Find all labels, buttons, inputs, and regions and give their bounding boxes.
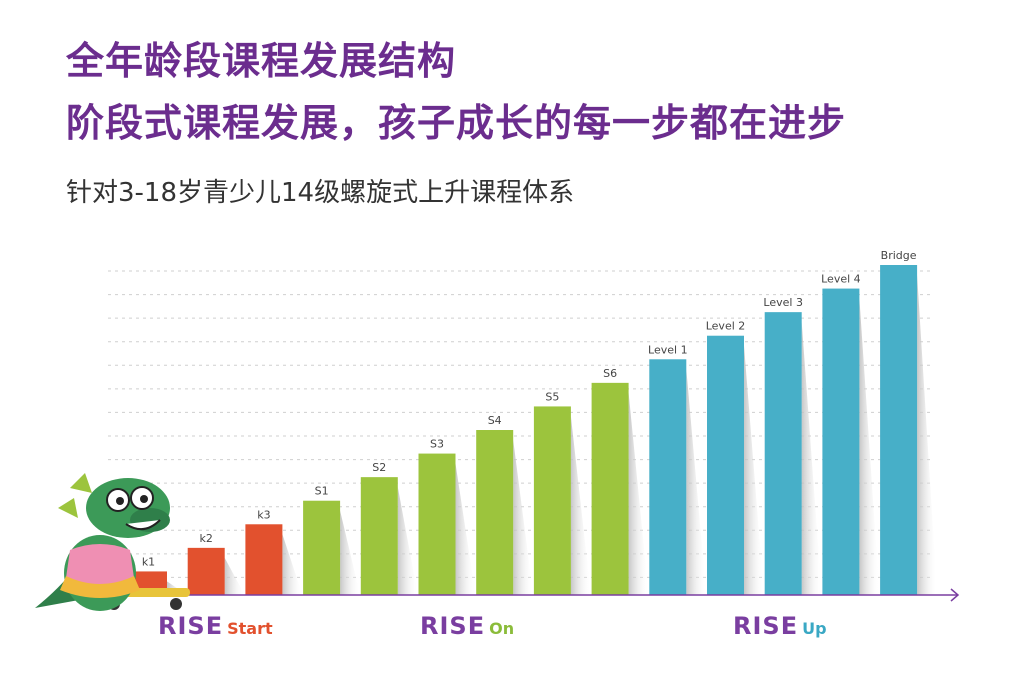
rise-up-logo: RISE Up bbox=[733, 612, 827, 640]
bar-shadow bbox=[686, 369, 707, 595]
bar-label: S2 bbox=[372, 461, 386, 474]
page-title: 全年龄段课程发展结构 bbox=[66, 39, 457, 83]
bar-label: S1 bbox=[315, 485, 329, 498]
bar-label: S5 bbox=[545, 390, 559, 403]
page-subtitle: 针对3-18岁青少儿14级螺旋式上升课程体系 bbox=[66, 178, 575, 208]
rise-on-suffix: On bbox=[489, 619, 515, 638]
bar-shadow bbox=[397, 487, 418, 595]
bar bbox=[591, 382, 629, 595]
bar-label: Level 2 bbox=[706, 320, 746, 333]
bar bbox=[187, 547, 225, 595]
bar-shadow bbox=[917, 275, 938, 595]
bar bbox=[649, 359, 687, 595]
rise-start-logo: RISE Start bbox=[158, 612, 273, 640]
page-slogan: 阶段式课程发展，孩子成长的每一步都在进步 bbox=[66, 101, 847, 145]
bar bbox=[303, 500, 341, 595]
bar bbox=[707, 335, 744, 595]
bar bbox=[245, 524, 283, 595]
bar-label: k3 bbox=[257, 508, 270, 521]
bar-label: S3 bbox=[430, 438, 444, 451]
bar bbox=[822, 288, 860, 595]
rise-start-wordmark: RISE bbox=[158, 612, 224, 640]
bar bbox=[533, 406, 571, 595]
bar-shadow bbox=[744, 345, 764, 595]
bar-label: Level 4 bbox=[821, 273, 861, 286]
bar bbox=[880, 265, 918, 595]
bar-label: Level 1 bbox=[648, 343, 688, 356]
rise-start-suffix: Start bbox=[227, 619, 273, 638]
rise-up-wordmark: RISE bbox=[733, 612, 799, 640]
bar-label: Level 3 bbox=[763, 296, 803, 309]
bar bbox=[764, 312, 802, 595]
bar-shadow bbox=[224, 557, 245, 595]
bar-shadow bbox=[570, 416, 591, 595]
bar-label: Bridge bbox=[881, 249, 917, 262]
bar-shadow bbox=[628, 392, 649, 595]
bar-shadow bbox=[282, 534, 303, 595]
x-axis-arrow-icon bbox=[950, 588, 960, 602]
bar-shadow bbox=[801, 322, 822, 595]
bar-shadow bbox=[513, 440, 534, 595]
rise-on-wordmark: RISE bbox=[420, 612, 486, 640]
bar-shadow bbox=[340, 510, 361, 595]
bar-label: S6 bbox=[603, 367, 617, 380]
bar bbox=[360, 477, 398, 595]
bar-shadow bbox=[455, 463, 476, 595]
rise-on-logo: RISE On bbox=[420, 612, 514, 640]
dinosaur-mascot-icon bbox=[30, 468, 200, 622]
bar bbox=[476, 430, 514, 595]
bar bbox=[418, 453, 456, 595]
rise-up-suffix: Up bbox=[802, 619, 827, 638]
bar-shadow bbox=[859, 298, 880, 595]
bar-label: k1 bbox=[142, 555, 155, 568]
bar-label: S4 bbox=[488, 414, 502, 427]
bar-label: k2 bbox=[200, 532, 213, 545]
